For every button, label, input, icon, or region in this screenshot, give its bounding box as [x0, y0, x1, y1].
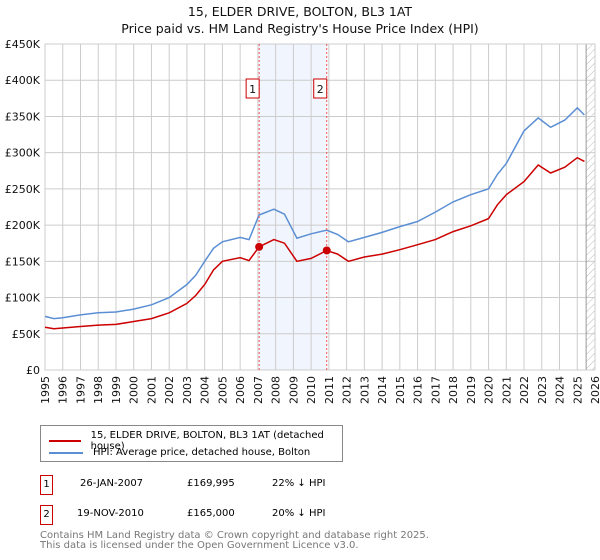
x-tick-label: 2024: [554, 376, 567, 404]
x-tick-label: 1998: [92, 376, 105, 404]
y-tick-label: £450K: [5, 38, 41, 51]
legend-label: 15, ELDER DRIVE, BOLTON, BL3 1AT (detach…: [90, 430, 324, 452]
y-tick-label: £250K: [5, 183, 41, 196]
x-tick-label: 2002: [163, 376, 176, 404]
y-tick-label: £100K: [5, 292, 41, 305]
x-tick-label: 2018: [447, 376, 460, 404]
transaction-badge: 1: [40, 475, 53, 495]
transaction-price: £169,995: [187, 478, 235, 489]
series-line-property: [44, 156, 585, 330]
legend-item-property: 15, ELDER DRIVE, BOLTON, BL3 1AT (detach…: [49, 430, 342, 452]
chart-title: 15, ELDER DRIVE, BOLTON, BL3 1AT: [187, 4, 413, 19]
hatched-forecast-region: [586, 44, 595, 370]
sale-point: [255, 242, 264, 251]
y-tick-label: £300K: [5, 147, 41, 160]
x-tick-label: 2017: [429, 376, 442, 404]
x-tick-label: 2011: [323, 376, 336, 404]
x-tick-label: 2026: [589, 376, 600, 404]
footer-licence: This data is licensed under the Open Gov…: [40, 540, 359, 551]
transaction-price: £165,000: [187, 508, 235, 519]
x-tick-label: 2023: [536, 376, 549, 404]
x-tick-label: 2008: [270, 376, 283, 404]
x-tick-label: 2025: [571, 376, 584, 404]
x-tick-label: 2003: [181, 376, 194, 404]
x-tick-label: 2019: [465, 376, 478, 404]
series-line-hpi: [44, 106, 585, 320]
x-tick-label: 1996: [57, 376, 70, 404]
chart-subtitle: Price paid vs. HM Land Registry's House …: [121, 21, 479, 36]
y-tick-label: £0: [26, 364, 40, 377]
plot-area: 1 2 £0 £50K £100K £150K £200K £250K £300K £350K £4…: [5, 38, 600, 404]
x-tick-label: 2015: [394, 376, 407, 404]
x-tick-label: 2021: [500, 376, 513, 404]
x-tick-label: 2020: [483, 376, 496, 404]
y-tick-label: £350K: [5, 110, 41, 123]
transaction-hpi-diff: 22% ↓ HPI: [272, 478, 326, 489]
legend: 15, ELDER DRIVE, BOLTON, BL3 1AT (detach…: [40, 425, 343, 462]
x-tick-label: 2010: [305, 376, 318, 404]
x-tick-label: 2013: [358, 376, 371, 404]
y-tick-label: £400K: [5, 74, 41, 87]
x-tick-label: 2012: [341, 376, 354, 404]
legend-label: HPI: Average price, detached house, Bolt…: [93, 447, 311, 458]
x-tick-label: 1995: [39, 376, 52, 404]
legend-swatch-red: [49, 440, 81, 442]
y-tick-label: £50K: [12, 328, 41, 341]
x-tick-label: 1997: [74, 376, 87, 404]
x-tick-label: 2022: [518, 376, 531, 404]
sale-badge-label: 1: [249, 83, 256, 96]
sale-badge-box: [313, 78, 328, 99]
legend-swatch-blue: [49, 451, 83, 454]
transaction-badge: 2: [40, 505, 53, 525]
x-tick-label: 2009: [287, 376, 300, 404]
x-tick-label: 2001: [145, 376, 158, 404]
transaction-date: 26-JAN-2007: [80, 478, 144, 489]
x-tick-label: 2005: [216, 376, 229, 404]
sale-badge-label: 2: [317, 83, 324, 96]
x-tick-label: 2004: [199, 376, 212, 404]
x-tick-label: 2000: [128, 376, 141, 404]
y-tick-label: £150K: [5, 255, 41, 268]
footer-copyright: Contains HM Land Registry data © Crown c…: [40, 530, 429, 541]
sale-badge-box: [245, 78, 260, 99]
x-tick-label: 2014: [376, 376, 389, 404]
x-tick-label: 2007: [252, 376, 265, 404]
transaction-hpi-diff: 20% ↓ HPI: [272, 508, 326, 519]
legend-item-hpi: HPI: Average price, detached house, Bolt…: [49, 447, 310, 458]
x-tick-label: 2016: [412, 376, 425, 404]
sale-point: [322, 246, 331, 255]
footer: Contains HM Land Registry data © Crown c…: [40, 531, 429, 551]
plot-border: [44, 43, 596, 371]
transaction-date: 19-NOV-2010: [77, 508, 144, 519]
y-tick-label: £200K: [5, 219, 41, 232]
x-tick-label: 1999: [110, 376, 123, 404]
x-tick-label: 2006: [234, 376, 247, 404]
